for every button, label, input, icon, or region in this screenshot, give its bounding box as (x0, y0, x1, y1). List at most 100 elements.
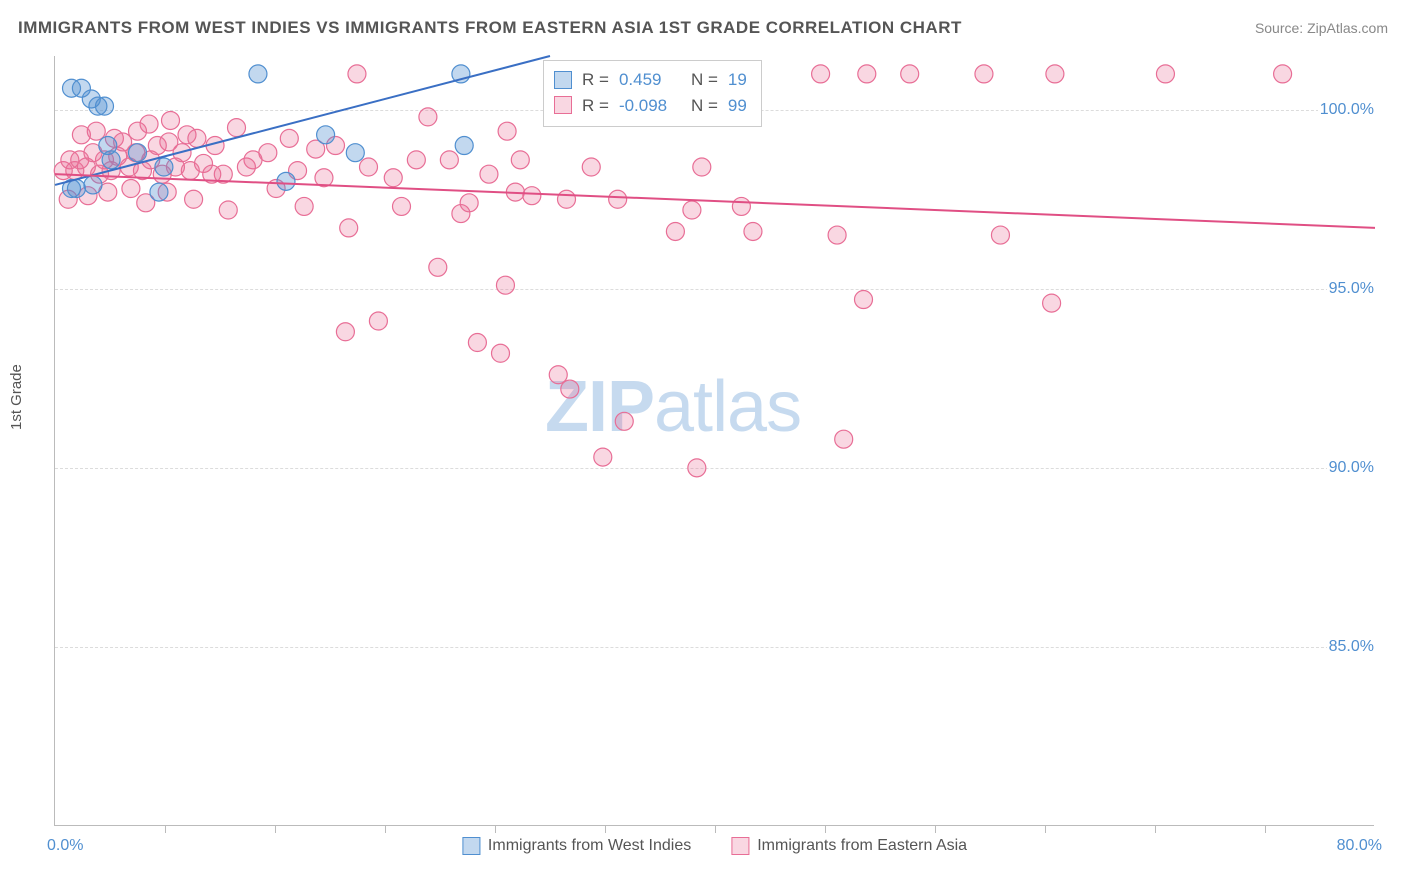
data-point (1043, 294, 1061, 312)
data-point (468, 334, 486, 352)
data-point (858, 65, 876, 83)
trend-line (55, 174, 1375, 228)
data-point (277, 172, 295, 190)
data-point (901, 65, 919, 83)
data-point (523, 187, 541, 205)
data-point (460, 194, 478, 212)
data-point (150, 183, 168, 201)
legend-swatch (554, 71, 572, 89)
data-point (683, 201, 701, 219)
source-label: Source: ZipAtlas.com (1255, 20, 1388, 36)
data-point (155, 158, 173, 176)
data-point (688, 459, 706, 477)
data-point (317, 126, 335, 144)
data-point (693, 158, 711, 176)
legend-label: Immigrants from West Indies (488, 837, 691, 855)
r-value: 0.459 (619, 67, 681, 93)
data-point (360, 158, 378, 176)
data-point (162, 111, 180, 129)
data-point (558, 190, 576, 208)
legend-swatch (554, 96, 572, 114)
y-axis-label: 1st Grade (8, 364, 25, 430)
data-point (429, 258, 447, 276)
data-point (336, 323, 354, 341)
legend-item: Immigrants from West Indies (462, 837, 691, 855)
data-point (67, 180, 85, 198)
data-point (835, 430, 853, 448)
x-tick (935, 825, 936, 833)
data-point (1274, 65, 1292, 83)
data-point (259, 144, 277, 162)
correlation-legend-row: R = 0.459 N = 19 (554, 67, 747, 93)
data-point (369, 312, 387, 330)
data-point (480, 165, 498, 183)
data-point (219, 201, 237, 219)
data-point (122, 180, 140, 198)
data-point (594, 448, 612, 466)
data-point (384, 169, 402, 187)
data-point (185, 190, 203, 208)
data-point (140, 115, 158, 133)
data-point (178, 126, 196, 144)
data-point (828, 226, 846, 244)
n-label: N = (691, 67, 718, 93)
data-point (1046, 65, 1064, 83)
plot-area: 100.0%95.0%90.0%85.0% ZIPatlas R =0.459N… (54, 56, 1374, 826)
correlation-legend: R = 0.459 N = 19 R = -0.098 N = 99 (543, 60, 762, 127)
chart-title: IMMIGRANTS FROM WEST INDIES VS IMMIGRANT… (18, 18, 962, 38)
data-point (340, 219, 358, 237)
data-point (419, 108, 437, 126)
x-tick (715, 825, 716, 833)
r-value: -0.098 (619, 93, 681, 119)
x-tick (165, 825, 166, 833)
data-point (96, 97, 114, 115)
x-tick (275, 825, 276, 833)
data-point (280, 129, 298, 147)
n-value: 99 (728, 93, 747, 119)
legend-swatch (462, 837, 480, 855)
data-point (732, 197, 750, 215)
x-axis-max-label: 80.0% (1337, 837, 1382, 855)
data-point (991, 226, 1009, 244)
title-row: IMMIGRANTS FROM WEST INDIES VS IMMIGRANT… (18, 18, 1388, 38)
data-point (975, 65, 993, 83)
data-point (492, 344, 510, 362)
data-point (609, 190, 627, 208)
data-point (228, 119, 246, 137)
data-point (295, 197, 313, 215)
x-tick (495, 825, 496, 833)
data-point (615, 412, 633, 430)
data-point (393, 197, 411, 215)
data-point (812, 65, 830, 83)
legend-swatch (731, 837, 749, 855)
series-legend: Immigrants from West Indies Immigrants fr… (462, 837, 967, 855)
data-point (855, 291, 873, 309)
legend-item: Immigrants from Eastern Asia (731, 837, 967, 855)
data-point (498, 122, 516, 140)
data-point (455, 137, 473, 155)
data-point (102, 151, 120, 169)
x-tick (605, 825, 606, 833)
r-label: R = (582, 67, 609, 93)
r-label: R = (582, 93, 609, 119)
data-point (249, 65, 267, 83)
data-point (561, 380, 579, 398)
n-label: N = (691, 93, 718, 119)
data-point (666, 222, 684, 240)
data-point (440, 151, 458, 169)
data-point (407, 151, 425, 169)
data-point (129, 144, 147, 162)
data-point (84, 176, 102, 194)
correlation-legend-row: R = -0.098 N = 99 (554, 93, 747, 119)
x-tick (1265, 825, 1266, 833)
legend-label: Immigrants from Eastern Asia (757, 837, 967, 855)
data-point (582, 158, 600, 176)
x-tick (1155, 825, 1156, 833)
data-point (346, 144, 364, 162)
x-axis-min-label: 0.0% (47, 837, 83, 855)
data-point (744, 222, 762, 240)
data-point (348, 65, 366, 83)
scatter-svg (55, 56, 1374, 825)
data-point (496, 276, 514, 294)
n-value: 19 (728, 67, 747, 93)
